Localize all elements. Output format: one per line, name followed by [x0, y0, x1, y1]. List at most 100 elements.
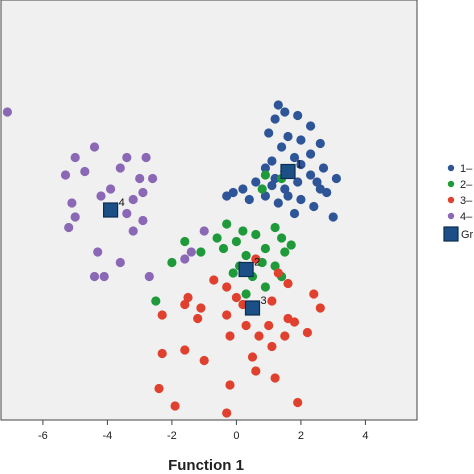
point-group-4-23 [99, 271, 109, 282]
point-group-4-5 [80, 166, 90, 177]
point-group-4-24 [115, 257, 125, 268]
point-group-4-9 [148, 173, 158, 184]
point-group-3-2 [209, 275, 219, 285]
point-group-1-7 [296, 135, 306, 145]
legend-marker-4 [447, 212, 455, 220]
point-group-1-1 [280, 107, 290, 117]
point-group-3-26 [199, 355, 209, 366]
legend-marker-2 [447, 180, 455, 188]
point-group-3-16 [241, 320, 251, 331]
point-group-3-5 [309, 289, 319, 299]
points-layer [2, 100, 341, 418]
point-group-4-6 [60, 170, 71, 180]
point-group-4-14 [67, 198, 77, 208]
point-group-1-31 [289, 208, 300, 219]
point-group-3-3 [222, 282, 232, 292]
point-group-2-5 [251, 229, 261, 240]
point-group-3-0 [251, 254, 261, 264]
point-group-4-7 [115, 163, 125, 173]
point-group-1-30 [309, 201, 319, 212]
point-group-3-24 [247, 352, 258, 362]
point-group-4-20 [93, 247, 103, 257]
point-group-2-19 [228, 268, 238, 278]
point-group-4-17 [122, 208, 132, 219]
point-group-3-27 [157, 348, 167, 359]
point-group-3-32 [170, 401, 180, 411]
legend-label-3: 3– [460, 195, 473, 207]
point-group-4-19 [128, 226, 138, 236]
point-group-3-31 [154, 383, 164, 394]
legend-label-2: 2– [460, 179, 473, 191]
point-group-2-26 [286, 240, 296, 250]
point-group-1-3 [293, 110, 303, 121]
point-group-2-22 [151, 296, 161, 306]
point-group-2-11 [218, 243, 229, 254]
point-group-4-1 [70, 152, 80, 163]
point-group-3-15 [315, 303, 325, 313]
point-group-2-3 [222, 219, 232, 229]
plot-area [0, 0, 418, 421]
point-group-2-9 [180, 236, 190, 247]
point-group-2-14 [241, 250, 251, 261]
point-group-2-25 [212, 233, 222, 243]
centroid-label-4: 4 [119, 197, 125, 209]
point-group-1-35 [283, 191, 293, 201]
point-group-3-33 [222, 408, 232, 418]
point-group-1-13 [296, 159, 306, 170]
point-group-2-15 [167, 257, 177, 268]
point-group-3-21 [280, 331, 290, 341]
centroid-marker-1 [280, 163, 296, 180]
point-group-3-12 [157, 310, 167, 320]
point-group-3-22 [225, 331, 235, 341]
point-group-1-36 [315, 184, 325, 194]
point-group-2-10 [196, 247, 206, 257]
legend-marker-centroid [443, 226, 459, 242]
point-group-4-2 [89, 142, 100, 152]
point-group-3-35 [283, 313, 293, 324]
point-group-1-5 [264, 128, 274, 138]
point-group-1-37 [267, 180, 277, 191]
legend-marker-3 [447, 196, 455, 204]
centroid-marker-2 [238, 261, 254, 278]
centroid-label-1: 1 [296, 159, 302, 171]
point-group-3-11 [183, 292, 193, 303]
point-group-4-26 [89, 271, 100, 282]
point-group-2-0 [260, 170, 270, 180]
x-axis: -6 -4 -2 0 2 4 [38, 420, 368, 442]
point-group-2-18 [270, 261, 280, 271]
point-group-1-4 [306, 121, 316, 131]
point-group-4-3 [122, 152, 132, 163]
point-group-3-34 [293, 397, 303, 408]
point-group-4-0 [2, 107, 12, 117]
point-group-2-23 [260, 282, 270, 292]
point-group-2-24 [241, 289, 251, 299]
legend: 1– 2– 3– 4– Gr [443, 163, 474, 242]
point-group-1-14 [318, 163, 329, 173]
legend-label-1: 1– [460, 163, 473, 175]
point-group-2-12 [260, 243, 270, 254]
point-group-2-8 [231, 236, 241, 247]
point-group-4-16 [138, 215, 148, 226]
centroid-marker-4 [102, 202, 119, 218]
point-group-2-6 [270, 222, 280, 233]
point-group-3-30 [225, 380, 235, 390]
x-tick-label: 2 [298, 430, 304, 442]
point-group-3-23 [267, 341, 277, 352]
x-axis-title: Function 1 [168, 457, 244, 474]
point-group-1-34 [244, 194, 254, 205]
point-group-3-28 [251, 366, 261, 376]
point-group-3-25 [180, 345, 190, 355]
point-group-1-11 [289, 152, 300, 163]
point-group-2-13 [280, 247, 290, 257]
point-group-4-18 [64, 222, 74, 233]
point-group-1-17 [260, 163, 270, 173]
point-group-4-13 [128, 194, 138, 205]
point-group-1-2 [270, 114, 280, 124]
point-group-2-4 [238, 226, 248, 236]
centroid-label-2: 2 [254, 257, 260, 269]
point-group-3-17 [264, 320, 274, 331]
point-group-3-20 [254, 331, 264, 341]
point-group-4-22 [180, 254, 190, 264]
point-group-3-4 [283, 278, 293, 289]
point-group-1-21 [312, 177, 322, 187]
